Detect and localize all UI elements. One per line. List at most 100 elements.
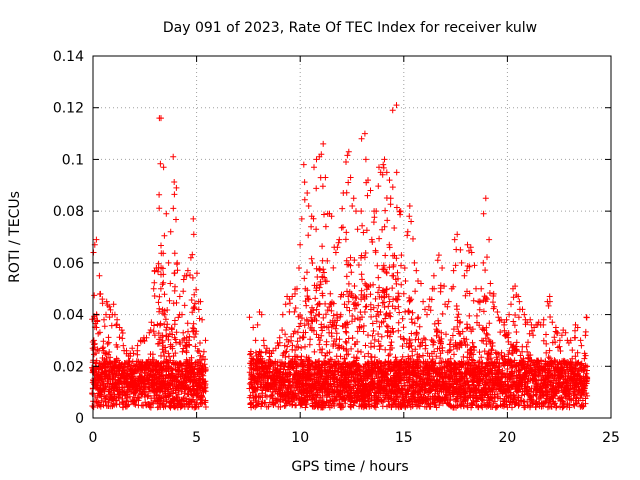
data-point	[157, 320, 164, 327]
data-point	[146, 329, 153, 336]
data-point	[143, 334, 150, 341]
data-point	[112, 397, 119, 404]
data-point	[170, 205, 177, 212]
data-point	[191, 291, 198, 298]
data-point	[190, 231, 197, 238]
data-point	[145, 392, 152, 399]
data-point	[118, 361, 125, 368]
data-point	[172, 350, 179, 357]
data-point	[187, 254, 194, 261]
data-point	[101, 323, 108, 330]
data-point	[190, 320, 197, 327]
data-point	[161, 291, 168, 298]
data-point	[112, 358, 119, 365]
data-point	[176, 339, 183, 346]
data-point	[150, 328, 157, 335]
data-point	[171, 191, 178, 198]
data-point	[192, 300, 198, 307]
data-point	[187, 272, 193, 278]
data-point	[116, 387, 123, 394]
data-point	[164, 307, 171, 313]
data-point	[119, 330, 126, 336]
data-point	[132, 390, 139, 396]
data-point	[119, 335, 126, 342]
data-point	[147, 404, 154, 411]
data-point	[189, 274, 196, 281]
data-point	[163, 210, 170, 217]
data-point	[191, 371, 198, 378]
data-point	[123, 391, 130, 398]
data-point	[188, 297, 195, 303]
data-point	[134, 342, 141, 349]
data-point	[179, 311, 185, 318]
data-point	[129, 373, 136, 380]
data-point	[156, 191, 163, 198]
data-point	[173, 329, 180, 336]
data-point	[167, 280, 174, 287]
data-point	[93, 379, 100, 386]
data-point	[93, 324, 100, 331]
data-point	[120, 342, 127, 349]
data-point	[148, 399, 155, 406]
data-point	[151, 293, 158, 299]
data-point	[150, 285, 157, 292]
data-points	[89, 102, 591, 411]
data-point	[147, 327, 154, 333]
data-point	[144, 393, 151, 400]
data-point	[170, 153, 177, 160]
data-point	[104, 340, 111, 347]
data-point	[189, 251, 196, 258]
data-point	[110, 301, 117, 308]
data-point	[105, 334, 112, 341]
data-point	[183, 349, 190, 356]
data-point	[89, 403, 96, 409]
data-point	[114, 344, 121, 350]
data-point	[179, 348, 186, 355]
data-point	[165, 259, 172, 266]
data-point	[91, 341, 98, 348]
data-point	[191, 404, 198, 411]
data-point	[174, 267, 181, 274]
data-point	[155, 260, 162, 267]
data-point	[126, 393, 133, 400]
data-point	[101, 364, 108, 371]
data-point	[171, 270, 178, 277]
data-point	[151, 268, 158, 275]
data-point	[176, 293, 183, 300]
data-point	[184, 267, 191, 274]
data-point	[149, 351, 156, 358]
data-point	[141, 338, 148, 344]
data-point	[120, 367, 127, 374]
data-point	[163, 358, 170, 365]
data-point	[116, 334, 123, 341]
data-point	[103, 298, 110, 305]
data-point	[157, 285, 164, 292]
data-point	[191, 304, 198, 310]
data-point	[189, 309, 196, 316]
data-point	[183, 272, 190, 279]
data-point	[156, 305, 163, 312]
data-point	[158, 115, 164, 122]
data-point	[154, 321, 161, 328]
data-point	[163, 398, 170, 405]
data-point	[131, 400, 138, 407]
data-point	[116, 394, 122, 401]
data-point	[175, 314, 182, 321]
data-point	[188, 354, 195, 361]
data-point	[149, 356, 156, 363]
data-point	[161, 353, 168, 360]
data-point	[163, 327, 170, 333]
data-point	[118, 327, 125, 334]
data-point	[111, 311, 118, 318]
data-point	[94, 318, 101, 325]
data-point	[151, 322, 157, 329]
data-point	[183, 395, 189, 402]
data-point	[195, 306, 202, 313]
data-point	[155, 299, 162, 306]
data-point	[168, 326, 175, 333]
data-point	[102, 384, 109, 391]
data-point	[130, 350, 137, 357]
data-point	[134, 351, 141, 358]
data-point	[113, 322, 120, 329]
data-point	[178, 370, 185, 377]
